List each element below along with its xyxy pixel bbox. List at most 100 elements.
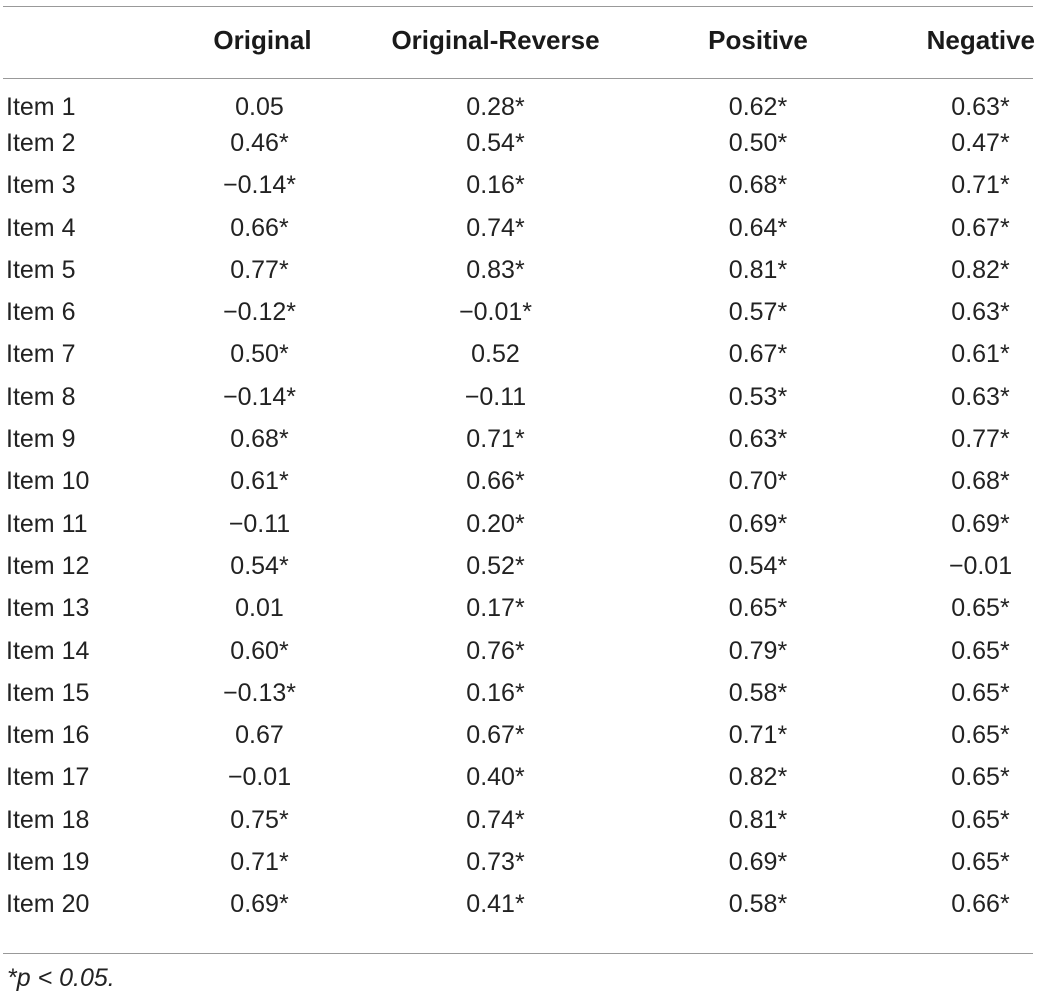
cell-original-reverse: 0.73* [466,847,525,876]
cell-original-reverse: 0.52* [466,551,525,580]
row-label: Item 18 [6,805,90,834]
cell-original: 0.75* [230,805,289,834]
cell-negative: 0.65* [951,763,1010,792]
cell-negative: 0.66* [951,890,1010,919]
cell-original-reverse: 0.76* [466,636,525,665]
header-rule [3,78,1033,79]
row-label: Item 10 [6,467,90,496]
cell-original-reverse: 0.20* [466,509,525,538]
cell-original-reverse: 0.74* [466,213,525,242]
cell-original: 0.46* [230,128,289,157]
header-item [0,0,150,80]
cell-positive: 0.71* [728,721,788,750]
cell-positive: 0.69* [728,847,788,876]
row-label: Item 17 [6,763,90,792]
cell-negative: 0.65* [951,678,1010,707]
header-negative: Negative [926,24,1035,55]
cell-original: 0.71* [230,847,289,876]
row-label: Item 6 [6,298,76,327]
cell-original: 0.01 [235,594,284,623]
cell-negative: 0.65* [951,721,1010,750]
cell-original: 0.50* [230,340,289,369]
row-label: Item 3 [6,171,76,200]
cell-original-reverse: 0.28* [466,92,525,121]
cell-positive: 0.81* [728,255,788,284]
table-body: Item 1 0.05 0.28* 0.62* 0.63* Item 2 0.46* 0.54… [0,80,1039,926]
table-row: Item 16 0.67 0.67* 0.71* 0.65* [0,714,1039,756]
cell-original-reverse: −0.01* [459,298,532,327]
row-label: Item 14 [6,636,90,665]
row-label: Item 13 [6,594,90,623]
cell-negative: 0.63* [951,298,1010,327]
cell-negative: 0.69* [951,509,1010,538]
table-row: Item 15 −0.13* 0.16* 0.58* 0.65* [0,672,1039,714]
correlation-table: Original Original-Reverse Positive Negat… [0,0,1039,926]
row-label: Item 7 [6,340,76,369]
cell-original-reverse: 0.71* [466,425,525,454]
row-label: Item 4 [6,213,76,242]
cell-original: −0.12* [223,298,296,327]
row-label: Item 9 [6,425,76,454]
cell-positive: 0.65* [728,594,788,623]
cell-negative: 0.77* [951,425,1010,454]
table-row: Item 2 0.46* 0.54* 0.50* 0.47* [0,122,1039,164]
cell-negative: 0.65* [951,847,1010,876]
row-label: Item 11 [6,509,88,538]
cell-positive: 0.69* [728,509,788,538]
cell-original-reverse: 0.66* [466,467,525,496]
row-label: Item 2 [6,128,76,157]
header-original: Original [213,24,312,55]
row-label: Item 12 [6,551,90,580]
cell-original: 0.05 [235,92,284,121]
cell-original: 0.66* [230,213,289,242]
row-label: Item 15 [6,678,90,707]
cell-negative: −0.01 [948,551,1013,580]
header-positive: Positive [708,24,808,55]
cell-original-reverse: 0.40* [466,763,525,792]
row-label: Item 19 [6,847,90,876]
table-row: Item 9 0.68* 0.71* 0.63* 0.77* [0,418,1039,460]
cell-negative: 0.67* [951,213,1010,242]
table-row: Item 20 0.69* 0.41* 0.58* 0.66* [0,884,1039,926]
cell-original-reverse: 0.41* [466,890,525,919]
table-row: Item 1 0.05 0.28* 0.62* 0.63* [0,80,1039,122]
cell-original: −0.01 [227,763,292,792]
cell-negative: 0.68* [951,467,1010,496]
table-row: Item 7 0.50* 0.52 0.67* 0.61* [0,334,1039,376]
cell-positive: 0.81* [728,805,788,834]
cell-positive: 0.62* [728,92,788,121]
cell-original: 0.69* [230,890,289,919]
table-row: Item 4 0.66* 0.74* 0.64* 0.67* [0,207,1039,249]
cell-positive: 0.68* [728,171,788,200]
cell-original-reverse: 0.16* [466,678,525,707]
cell-original: 0.77* [230,255,289,284]
cell-negative: 0.65* [951,594,1010,623]
row-label: Item 8 [6,382,76,411]
cell-negative: 0.63* [951,92,1010,121]
table-row: Item 14 0.60* 0.76* 0.79* 0.65* [0,630,1039,672]
table-row: Item 10 0.61* 0.66* 0.70* 0.68* [0,461,1039,503]
cell-positive: 0.67* [728,340,788,369]
cell-negative: 0.61* [951,340,1010,369]
cell-original-reverse: 0.67* [466,721,525,750]
cell-positive: 0.70* [728,467,788,496]
cell-original: 0.54* [230,551,289,580]
cell-negative: 0.71* [951,171,1010,200]
table-header: Original Original-Reverse Positive Negat… [0,0,1039,80]
cell-original-reverse: 0.54* [466,128,525,157]
top-rule [3,6,1033,7]
cell-positive: 0.53* [728,382,788,411]
cell-negative: 0.82* [951,255,1010,284]
header-row: Original Original-Reverse Positive Negat… [0,0,1039,80]
significance-footnote: *p < 0.05. [7,964,115,992]
cell-original: −0.11 [228,509,291,538]
cell-negative: 0.65* [951,636,1010,665]
cell-positive: 0.82* [728,763,788,792]
cell-original-reverse: −0.11 [464,382,527,411]
cell-positive: 0.54* [728,551,788,580]
cell-original: 0.67 [235,721,284,750]
table-row: Item 3 −0.14* 0.16* 0.68* 0.71* [0,165,1039,207]
cell-original: −0.14* [223,382,296,411]
table-row: Item 17 −0.01 0.40* 0.82* 0.65* [0,757,1039,799]
cell-positive: 0.79* [728,636,788,665]
